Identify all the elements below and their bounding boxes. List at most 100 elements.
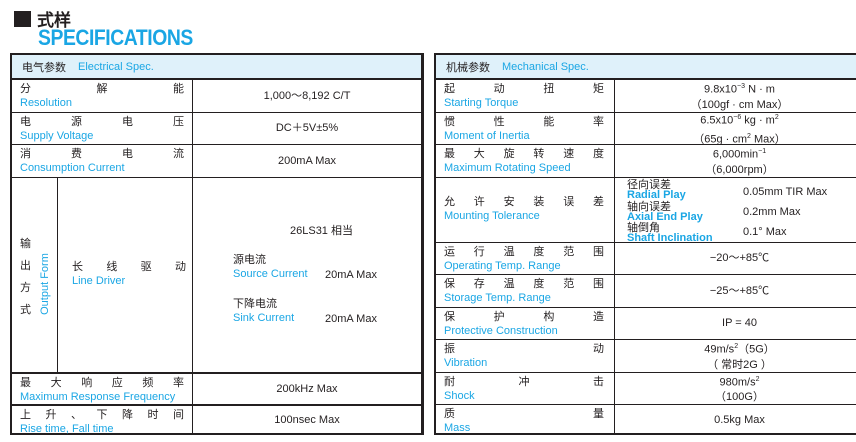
value-exp: 2 <box>755 375 760 383</box>
value-base: 49m/s <box>704 343 735 356</box>
axial-play-en: Axial End Play <box>627 211 703 223</box>
label-cn: 耐冲击 <box>444 376 604 388</box>
value-alt: （ 常时2G ） <box>707 358 772 371</box>
spec-row-rise-fall-time: 上升、下降时间 Rise time, Fall time 100nsec Max <box>12 404 421 435</box>
label-en: Protective Construction <box>444 325 558 337</box>
label-en: Supply Voltage <box>20 130 94 142</box>
label-en: Mounting Tolerance <box>444 210 540 222</box>
label-en: Shock <box>444 390 475 402</box>
sink-current-cn: 下降电流 <box>233 298 277 310</box>
label-cn: 起动扭矩 <box>444 83 604 95</box>
label-en: Consumption Current <box>20 162 125 174</box>
shaft-inclination-en: Shaft Inclination <box>627 232 713 244</box>
label-cn: 保存温度范围 <box>444 278 604 290</box>
spec-row-consumption-current: 消费电流 Consumption Current 200mA Max <box>12 144 421 177</box>
label-en: Resolution <box>20 97 72 109</box>
label-cn: 质量 <box>444 408 604 420</box>
value-tail: （5G） <box>738 343 775 356</box>
spec-row-vibration: 振动 Vibration 49m/s2（5G） （ 常时2G ） <box>436 339 856 372</box>
value: DC＋5V±5% <box>192 113 421 144</box>
label-cn: 消费电流 <box>20 148 184 160</box>
label-cn: 振动 <box>444 343 604 355</box>
radial-play-value: 0.05mm TIR Max <box>743 186 828 198</box>
value-alt: （6,000rpm） <box>705 163 774 176</box>
value-base: 9.8x10 <box>704 83 738 96</box>
value: 0.5kg Max <box>614 405 856 435</box>
section-title-cn: 式样 <box>14 6 71 31</box>
value-alt-exp: 2 <box>747 132 751 140</box>
label-en: Vibration <box>444 357 488 369</box>
value-exp: −3 <box>737 83 746 91</box>
label-cn: 分解能 <box>20 83 184 95</box>
label-en: Starting Torque <box>444 97 519 109</box>
sink-current-value: 20mA Max <box>325 313 377 325</box>
spec-row-protective-construction: 保护构造 Protective Construction IP = 40 <box>436 307 856 339</box>
label-cn: 保护构造 <box>444 311 604 323</box>
label-en: Rise time, Fall time <box>20 423 114 435</box>
label-cn: 运行温度范围 <box>444 246 604 258</box>
shaft-inclination-cn: 轴倒角 <box>627 222 660 234</box>
chip-equivalent: 26LS31 相当 <box>290 225 353 237</box>
line-driver-en: Line Driver <box>72 275 126 287</box>
value: −25～+85℃ <box>614 275 856 307</box>
source-current-en: Source Current <box>233 268 308 280</box>
header-cn: 电气参数 <box>22 61 66 74</box>
value-alt-tail: Max） <box>750 133 786 146</box>
label-cn: 最大旋转速度 <box>444 148 604 160</box>
shaft-inclination-value: 0.1° Max <box>743 226 787 238</box>
radial-play-en: Radial Play <box>627 189 686 201</box>
label-en: Moment of Inertia <box>444 130 530 142</box>
spec-row-max-rotating-speed: 最大旋转速度 Maximum Rotating Speed 6,000min−1 （… <box>436 144 856 177</box>
source-current-value: 20mA Max <box>325 269 377 281</box>
label-en: Storage Temp. Range <box>444 292 551 304</box>
value-alt: （100gf · cm Max） <box>690 98 789 111</box>
mechanical-spec-table: 机械参数 Mechanical Spec. 起动扭矩 Starting Torque… <box>434 53 856 435</box>
spec-row-mass: 质量 Mass 0.5kg Max <box>436 404 856 435</box>
value: 200kHz Max <box>192 374 421 404</box>
value: IP = 40 <box>614 308 856 339</box>
label-en: Maximum Response Frequency <box>20 391 176 403</box>
spec-row-mounting-tolerance: 允许安装误差 Mounting Tolerance 径向误差 Radial Pla… <box>436 177 856 244</box>
spec-row-shock: 耐冲击 Shock 980m/s2 （100G） <box>436 372 856 404</box>
value: −20～+85℃ <box>614 243 856 274</box>
square-bullet-icon <box>14 10 31 27</box>
spec-row-starting-torque: 起动扭矩 Starting Torque 9.8x10−3 N · m （100gf… <box>436 80 856 112</box>
label-cn: 允许安装误差 <box>444 196 604 208</box>
value-unit: N · m <box>745 83 775 96</box>
axial-play-cn: 轴向误差 <box>627 201 671 213</box>
header-en: Electrical Spec. <box>78 60 154 73</box>
output-form-cn: 输出方式 <box>20 238 31 316</box>
sink-current-en: Sink Current <box>233 312 295 324</box>
electrical-header: 电气参数 Electrical Spec. <box>12 55 421 80</box>
label-cn: 最大响应频率 <box>20 377 184 389</box>
axial-play-value: 0.2mm Max <box>743 206 801 218</box>
spec-row-resolution: 分解能 Resolution 1,000～8,192 C/T <box>12 80 421 112</box>
spec-row-moment-of-inertia: 惯性能率 Moment of Inertia 6.5x10−6 kg · m2 （6… <box>436 112 856 146</box>
value-exp: 2 <box>734 343 739 351</box>
title-cn-text: 式样 <box>37 11 71 30</box>
line-driver-cn: 长线驱动 <box>72 261 186 273</box>
value-unit-exp: 2 <box>774 113 779 121</box>
value: 200mA Max <box>192 145 421 177</box>
spec-row-supply-voltage: 电源电压 Supply Voltage DC＋5V±5% <box>12 112 421 144</box>
radial-play-cn: 径向误差 <box>627 179 671 191</box>
label-cn: 电源电压 <box>20 116 184 128</box>
value-exp: −1 <box>758 148 767 156</box>
label-cn: 惯性能率 <box>444 116 604 128</box>
source-current-cn: 源电流 <box>233 254 266 266</box>
value-base: 6.5x10 <box>700 114 734 127</box>
value-exp: −6 <box>733 113 742 121</box>
spec-row-operating-temp: 运行温度范围 Operating Temp. Range −20～+85℃ <box>436 242 856 274</box>
section-title-en: SPECIFICATIONS <box>38 25 193 50</box>
value: 1,000～8,192 C/T <box>192 80 421 112</box>
mechanical-header: 机械参数 Mechanical Spec. <box>436 55 856 80</box>
value: 100nsec Max <box>192 406 421 435</box>
electrical-spec-table: 电气参数 Electrical Spec. 分解能 Resolution 1,000… <box>10 53 424 435</box>
label-en: Maximum Rotating Speed <box>444 162 571 174</box>
spec-row-storage-temp: 保存温度范围 Storage Temp. Range −25～+85℃ <box>436 274 856 307</box>
value-base: 980m/s <box>719 376 756 389</box>
header-cn: 机械参数 <box>446 61 490 74</box>
value-base: 6,000min <box>712 148 759 161</box>
label-en: Operating Temp. Range <box>444 260 561 272</box>
output-form-en: Output Form <box>39 253 51 315</box>
